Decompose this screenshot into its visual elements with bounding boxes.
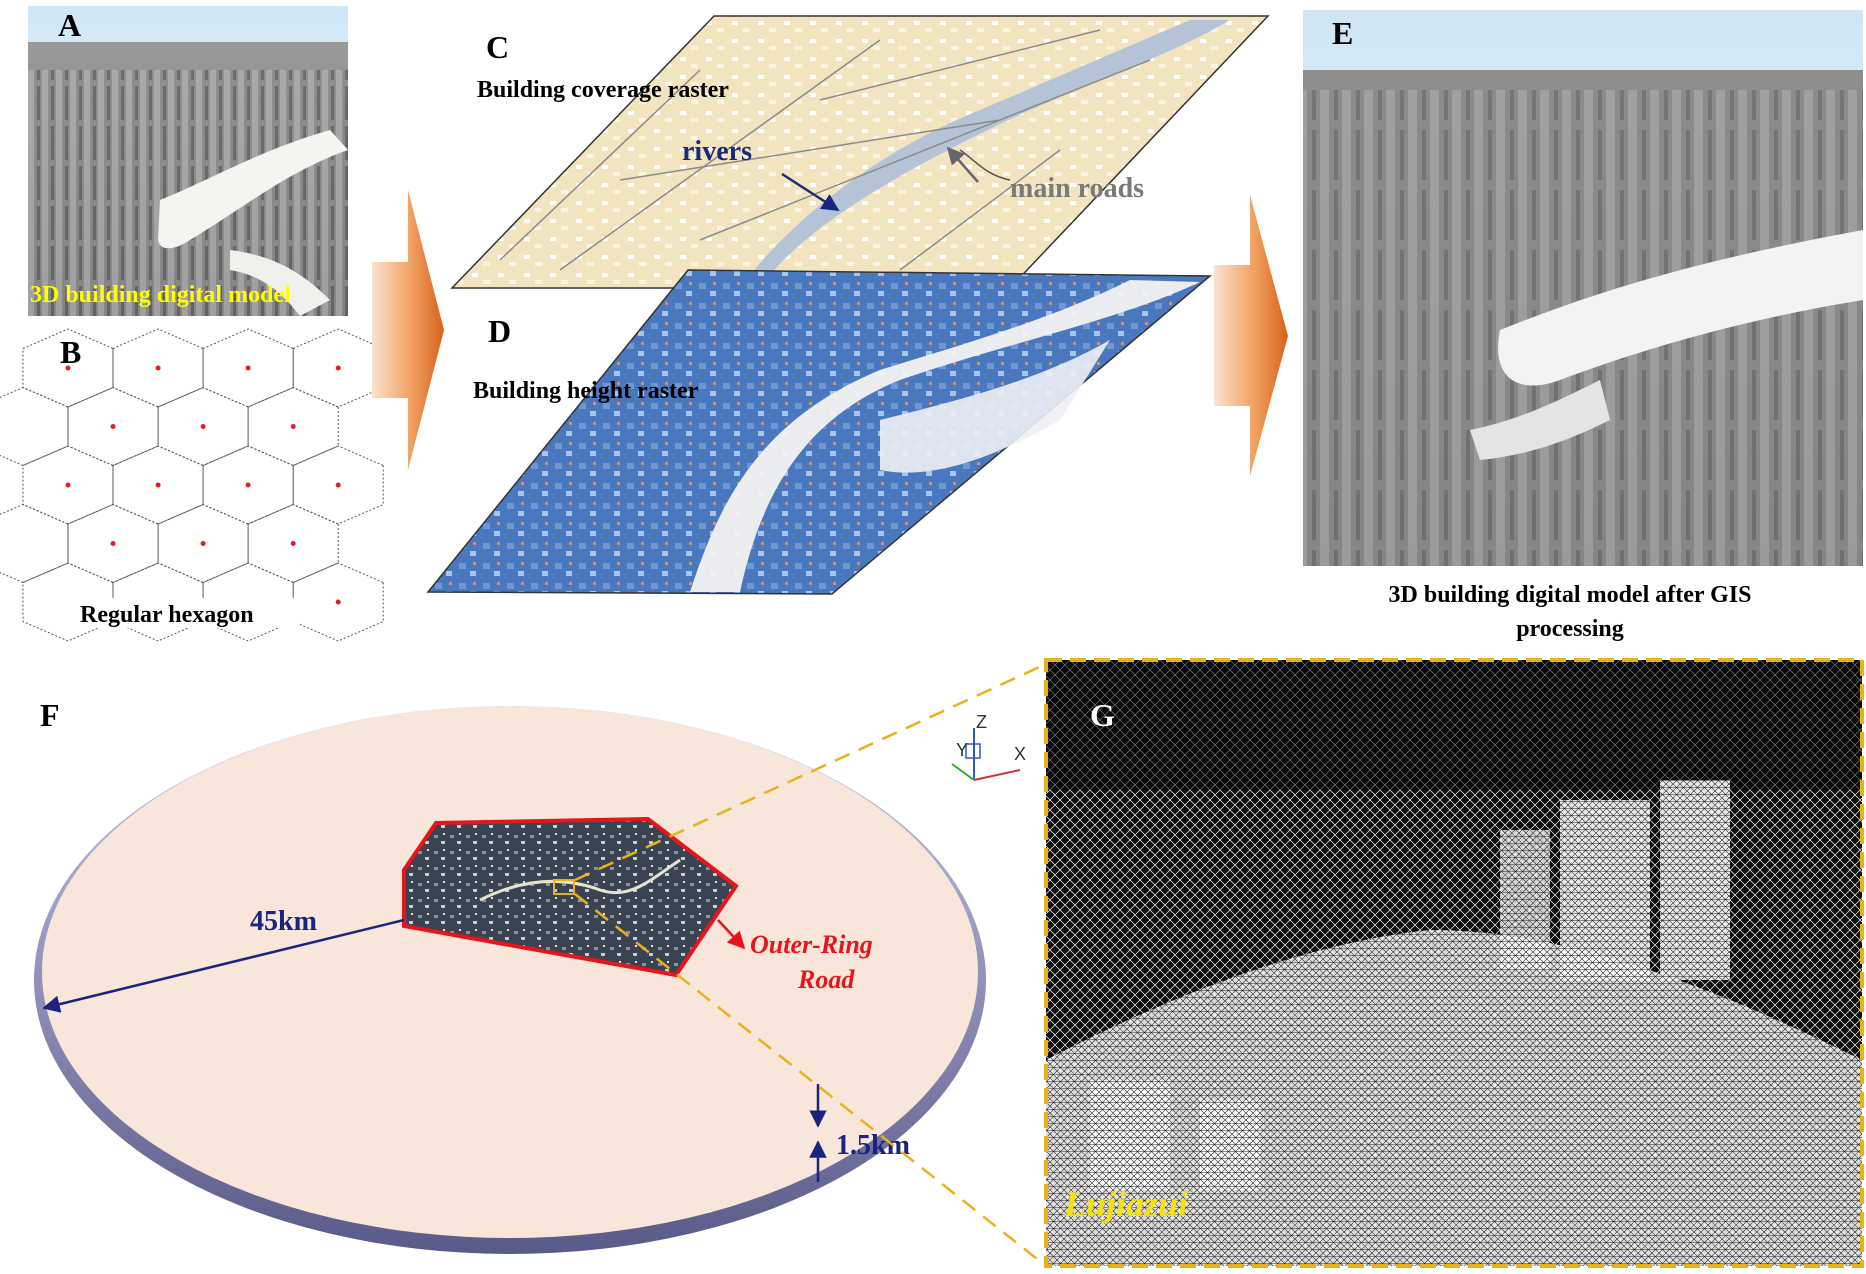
panel-d-caption: Building height raster bbox=[473, 378, 699, 404]
rivers-arrow bbox=[781, 172, 840, 212]
panel-f-domain-disk bbox=[34, 706, 986, 1254]
hexagon-cell bbox=[0, 386, 69, 467]
panel-d-height-raster bbox=[426, 269, 1213, 595]
panel-e-caption-line1: 3D building digital model after GIS bbox=[1389, 582, 1752, 608]
hexagon-center-point bbox=[335, 482, 341, 488]
hexagon-center-point bbox=[290, 424, 296, 429]
radius-label: 45km bbox=[250, 906, 317, 937]
hexagon-center-point bbox=[110, 541, 116, 546]
hexagon-center-point bbox=[200, 424, 206, 429]
panel-g-mesh bbox=[1046, 660, 1862, 1266]
hexagon-center-point bbox=[155, 365, 161, 371]
panel-c-coverage-raster bbox=[450, 15, 1270, 289]
panel-e-letter: E bbox=[1332, 15, 1353, 51]
ring-road-label-line1: Outer-Ring bbox=[750, 930, 873, 959]
zoom-guide-lower bbox=[574, 893, 1047, 1267]
ring-road-pointer bbox=[717, 919, 746, 950]
panel-d-letter: D bbox=[488, 313, 511, 349]
ring-road-label-line2: Road bbox=[797, 965, 855, 994]
radius-arrow bbox=[42, 918, 405, 1013]
hexagon-center-point bbox=[200, 541, 206, 546]
panel-e-caption-line2: processing bbox=[1516, 616, 1624, 642]
hexagon-center-point bbox=[245, 365, 251, 371]
hexagon-cell bbox=[22, 562, 114, 642]
axis-x-label: X bbox=[1014, 744, 1026, 764]
hexagon-center-point bbox=[65, 365, 71, 371]
hexagon-center-point bbox=[155, 482, 161, 488]
main-roads-arrow bbox=[946, 146, 979, 183]
hexagon-cell bbox=[0, 503, 69, 584]
panel-g-frame bbox=[1044, 658, 1864, 1268]
zoom-guide-upper bbox=[574, 662, 1047, 882]
panel-g-letter: G bbox=[1090, 697, 1115, 733]
hexagon-center-point bbox=[335, 365, 341, 371]
panel-a-3d-model bbox=[28, 6, 348, 316]
process-arrow-2 bbox=[1214, 195, 1288, 476]
hexagon-center-point bbox=[245, 482, 251, 488]
panel-b-hexagon-grid bbox=[0, 328, 384, 642]
hexagon-center-point bbox=[290, 541, 296, 546]
panel-c-caption: Building coverage raster bbox=[477, 77, 729, 103]
panel-b-letter: B bbox=[60, 334, 81, 370]
hexagon-center-point bbox=[110, 424, 116, 429]
hexagon-center-point bbox=[65, 482, 71, 488]
caption-backdrop bbox=[60, 598, 300, 628]
main-roads-label: main roads bbox=[1010, 173, 1144, 204]
axes-triad bbox=[951, 728, 1021, 781]
panel-e-processed-model bbox=[1303, 10, 1863, 566]
process-arrow-1 bbox=[372, 190, 444, 470]
lujiazui-label: Lujiazui bbox=[1063, 1184, 1188, 1224]
axis-y-label: Y bbox=[956, 740, 968, 760]
panel-b-caption: Regular hexagon bbox=[80, 602, 254, 628]
panel-f-letter: F bbox=[40, 697, 60, 733]
axis-z-label: Z bbox=[976, 712, 987, 732]
rivers-label: rivers bbox=[682, 136, 752, 167]
hexagon-center-point bbox=[335, 599, 341, 605]
panel-a-caption: 3D building digital model bbox=[30, 282, 291, 308]
panel-c-letter: C bbox=[486, 29, 509, 65]
panel-a-letter: A bbox=[58, 7, 81, 43]
thickness-label: 1.5km bbox=[836, 1130, 910, 1161]
